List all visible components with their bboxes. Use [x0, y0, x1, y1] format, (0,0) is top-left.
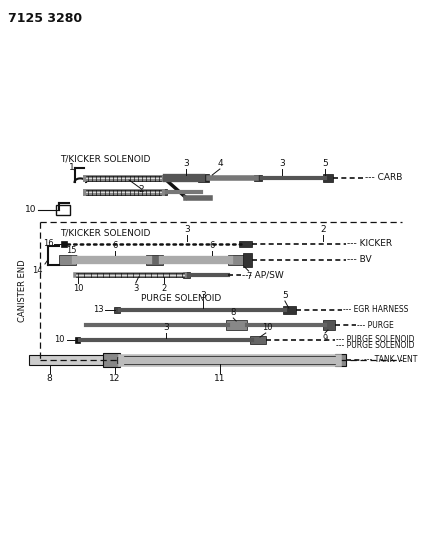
Text: 9: 9 [322, 334, 328, 343]
Bar [226, 320, 247, 330]
Bar [160, 175, 167, 181]
Bar [323, 174, 333, 182]
Bar [56, 205, 70, 215]
Text: 6: 6 [210, 241, 215, 250]
Text: 10: 10 [25, 206, 36, 214]
Bar [160, 189, 167, 195]
Text: 6: 6 [112, 241, 117, 250]
Bar [254, 175, 262, 181]
Text: --- PURGE: --- PURGE [357, 320, 393, 329]
Text: 3: 3 [184, 225, 190, 234]
Text: 11: 11 [214, 374, 226, 383]
Text: 7125 3280: 7125 3280 [8, 12, 82, 25]
Bar [183, 272, 190, 278]
Bar [239, 241, 253, 247]
Bar [335, 354, 346, 366]
Text: 10: 10 [73, 284, 83, 293]
Text: PURGE SOLENOID: PURGE SOLENOID [142, 294, 222, 303]
Text: --- KICKER: --- KICKER [347, 239, 392, 248]
Text: 10: 10 [54, 335, 65, 344]
Bar [243, 253, 253, 267]
Text: 2: 2 [139, 185, 144, 195]
Text: --- PURGE SOLENOID: --- PURGE SOLENOID [336, 335, 414, 344]
Text: --- EGR HARNESS: --- EGR HARNESS [343, 305, 409, 314]
Text: 14: 14 [33, 266, 43, 275]
Text: 3: 3 [163, 323, 169, 332]
Text: 3: 3 [184, 159, 189, 168]
Text: 3: 3 [200, 291, 205, 300]
Bar [29, 355, 105, 365]
Bar [114, 307, 119, 313]
Text: T/KICKER SOLENOID: T/KICKER SOLENOID [60, 228, 151, 237]
Text: 4: 4 [217, 159, 223, 168]
Bar [74, 337, 80, 343]
Bar [198, 174, 209, 182]
Text: 8: 8 [231, 308, 236, 317]
Text: --- CARB: --- CARB [365, 174, 403, 182]
Text: 3: 3 [133, 284, 138, 293]
Bar [146, 255, 163, 265]
Text: --- TANK VENT: --- TANK VENT [364, 356, 418, 365]
Text: 8: 8 [47, 374, 53, 383]
Bar [283, 306, 296, 314]
Text: 12: 12 [109, 374, 120, 383]
Text: 10: 10 [262, 323, 273, 332]
Text: 15: 15 [66, 246, 77, 255]
Bar [61, 241, 67, 247]
Text: 5: 5 [282, 291, 288, 300]
Text: 2: 2 [320, 225, 326, 234]
Text: 1.: 1. [69, 163, 77, 172]
Text: 16: 16 [43, 239, 54, 248]
Bar [103, 353, 120, 367]
Text: 13: 13 [92, 305, 103, 314]
Text: --- BV: --- BV [347, 255, 372, 264]
Text: 2: 2 [162, 284, 167, 293]
Text: CANISTER END: CANISTER END [18, 260, 27, 322]
Bar [323, 320, 335, 330]
Bar [228, 255, 245, 265]
Text: --- AP/SW: --- AP/SW [242, 271, 284, 279]
Text: 5: 5 [322, 159, 328, 168]
Text: --- PURGE SOLENOID: --- PURGE SOLENOID [336, 342, 414, 351]
Text: 3: 3 [279, 159, 285, 168]
Bar [250, 336, 266, 344]
Text: 7: 7 [246, 272, 251, 281]
Bar [59, 255, 77, 265]
Text: T/KICKER SOLENOID: T/KICKER SOLENOID [60, 155, 151, 164]
Bar [117, 357, 124, 363]
